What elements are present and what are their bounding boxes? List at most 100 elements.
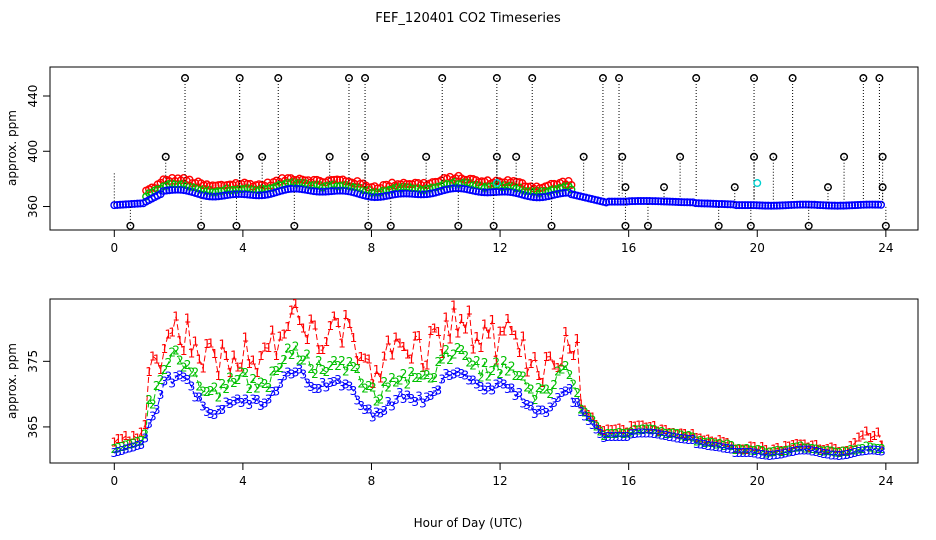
bottom-x-tick-label: 0 <box>110 474 118 488</box>
bottom-series-point-1: 1 <box>658 422 666 436</box>
bottom-series-point-1: 1 <box>242 331 250 345</box>
bottom-series-point-2: 2 <box>651 423 659 437</box>
bottom-series-point-3: 3 <box>261 397 269 411</box>
bottom-series-point-2: 2 <box>589 414 597 428</box>
bottom-series-point-1: 1 <box>415 329 423 343</box>
top-outlier-point <box>528 74 537 83</box>
bottom-series-point-3: 3 <box>735 446 743 460</box>
top-point-blue <box>738 201 747 210</box>
bottom-series-point-3: 3 <box>651 427 659 441</box>
bottom-series-point-1: 1 <box>222 349 230 363</box>
bottom-series-point-3: 3 <box>357 399 365 413</box>
top-point-blue <box>116 200 125 209</box>
bottom-series-point-3: 3 <box>184 373 192 387</box>
bottom-series-point-1: 1 <box>327 319 335 333</box>
bottom-series-point-3: 3 <box>292 365 300 379</box>
bottom-series-point-1: 1 <box>419 361 427 375</box>
top-outlier-point <box>126 221 135 230</box>
top-point-blue <box>628 197 637 206</box>
bottom-series-point-1: 1 <box>388 348 396 362</box>
bottom-series-point-2: 2 <box>172 343 180 357</box>
bottom-series-point-2: 2 <box>874 442 882 456</box>
top-outlier-point <box>489 221 498 230</box>
bottom-series-point-3: 3 <box>126 441 134 455</box>
bottom-series-point-2: 2 <box>631 423 639 437</box>
bottom-series-point-3: 3 <box>319 376 327 390</box>
bottom-series-point-2: 2 <box>546 387 554 401</box>
bottom-series-point-1: 1 <box>546 350 554 364</box>
top-outlier-point <box>579 152 588 161</box>
bottom-series-point-1: 1 <box>408 353 416 367</box>
top-point-blue <box>746 201 755 210</box>
bottom-series-point-3: 3 <box>789 445 797 459</box>
bottom-series-point-2: 2 <box>620 427 628 441</box>
top-point-blue <box>743 201 752 210</box>
bottom-series-point-1: 1 <box>168 326 176 340</box>
bottom-series-point-1: 1 <box>550 359 558 373</box>
bottom-series-point-3: 3 <box>678 432 686 446</box>
bottom-series-point-1: 1 <box>732 443 740 457</box>
bottom-series-point-3: 3 <box>512 389 520 403</box>
bottom-series-point-2: 2 <box>851 443 859 457</box>
top-point-blue <box>660 197 669 206</box>
bottom-series-point-1: 1 <box>184 312 192 326</box>
top-point-blue <box>712 199 721 208</box>
bottom-series-point-3: 3 <box>573 396 581 410</box>
bottom-series-point-1: 1 <box>392 330 400 344</box>
bottom-series-point-3: 3 <box>554 391 562 405</box>
top-point-blue <box>613 197 622 206</box>
bottom-series-point-3: 3 <box>519 396 527 410</box>
bottom-series-point-2: 2 <box>685 429 693 443</box>
top-cyan-point <box>492 179 501 188</box>
top-point-blue <box>399 189 408 198</box>
top-point-blue <box>121 200 130 209</box>
bottom-series-point-2: 2 <box>554 365 562 379</box>
top-point-blue <box>839 201 848 210</box>
bottom-series-point-1: 1 <box>469 343 477 357</box>
bottom-series-point-2: 2 <box>627 426 635 440</box>
bottom-series-point-2: 2 <box>384 381 392 395</box>
bottom-series-point-1: 1 <box>523 366 531 380</box>
bottom-series-point-1: 1 <box>211 347 219 361</box>
top-outlier-point <box>364 221 373 230</box>
bottom-series-point-1: 1 <box>639 419 647 433</box>
bottom-y-axis-label: approx. ppm <box>5 343 19 419</box>
bottom-series-point-3: 3 <box>543 406 551 420</box>
bottom-series-point-3: 3 <box>211 408 219 422</box>
bottom-series-point-2: 2 <box>701 436 709 450</box>
bottom-series-point-2: 2 <box>245 382 253 396</box>
bottom-series-point-3: 3 <box>813 445 821 459</box>
top-outlier-point <box>258 152 267 161</box>
top-point-blue <box>801 200 810 209</box>
bottom-series-point-3: 3 <box>816 446 824 460</box>
bottom-series-point-2: 2 <box>462 349 470 363</box>
top-point-blue <box>558 189 567 198</box>
bottom-series-point-1: 1 <box>126 434 134 448</box>
top-point-blue <box>645 197 654 206</box>
top-point-blue <box>220 191 229 200</box>
bottom-series-point-2: 2 <box>658 425 666 439</box>
bottom-series-point-1: 1 <box>747 439 755 453</box>
bottom-series-point-3: 3 <box>381 404 389 418</box>
bottom-series-point-1: 1 <box>708 435 716 449</box>
top-outlier-point <box>621 183 630 192</box>
top-outlier-point <box>512 152 521 161</box>
bottom-series-point-2: 2 <box>427 372 435 386</box>
bottom-series-point-2: 2 <box>226 370 234 384</box>
bottom-series-point-3: 3 <box>234 392 242 406</box>
bottom-series-point-3: 3 <box>161 375 169 389</box>
bottom-series-point-2: 2 <box>300 353 308 367</box>
bottom-series-point-3: 3 <box>832 449 840 463</box>
bottom-series-point-2: 2 <box>207 384 215 398</box>
bottom-series-point-1: 1 <box>300 322 308 336</box>
bottom-series-point-1: 1 <box>137 426 145 440</box>
bottom-series-point-1: 1 <box>465 304 473 318</box>
bottom-series-point-3: 3 <box>685 433 693 447</box>
top-point-blue <box>810 200 819 209</box>
top-point-blue <box>388 190 397 199</box>
bottom-series-point-3: 3 <box>855 445 863 459</box>
bottom-series-point-3: 3 <box>724 442 732 456</box>
bottom-series-point-1: 1 <box>161 342 169 356</box>
bottom-series-point-3: 3 <box>334 373 342 387</box>
bottom-series-point-1: 1 <box>666 426 674 440</box>
